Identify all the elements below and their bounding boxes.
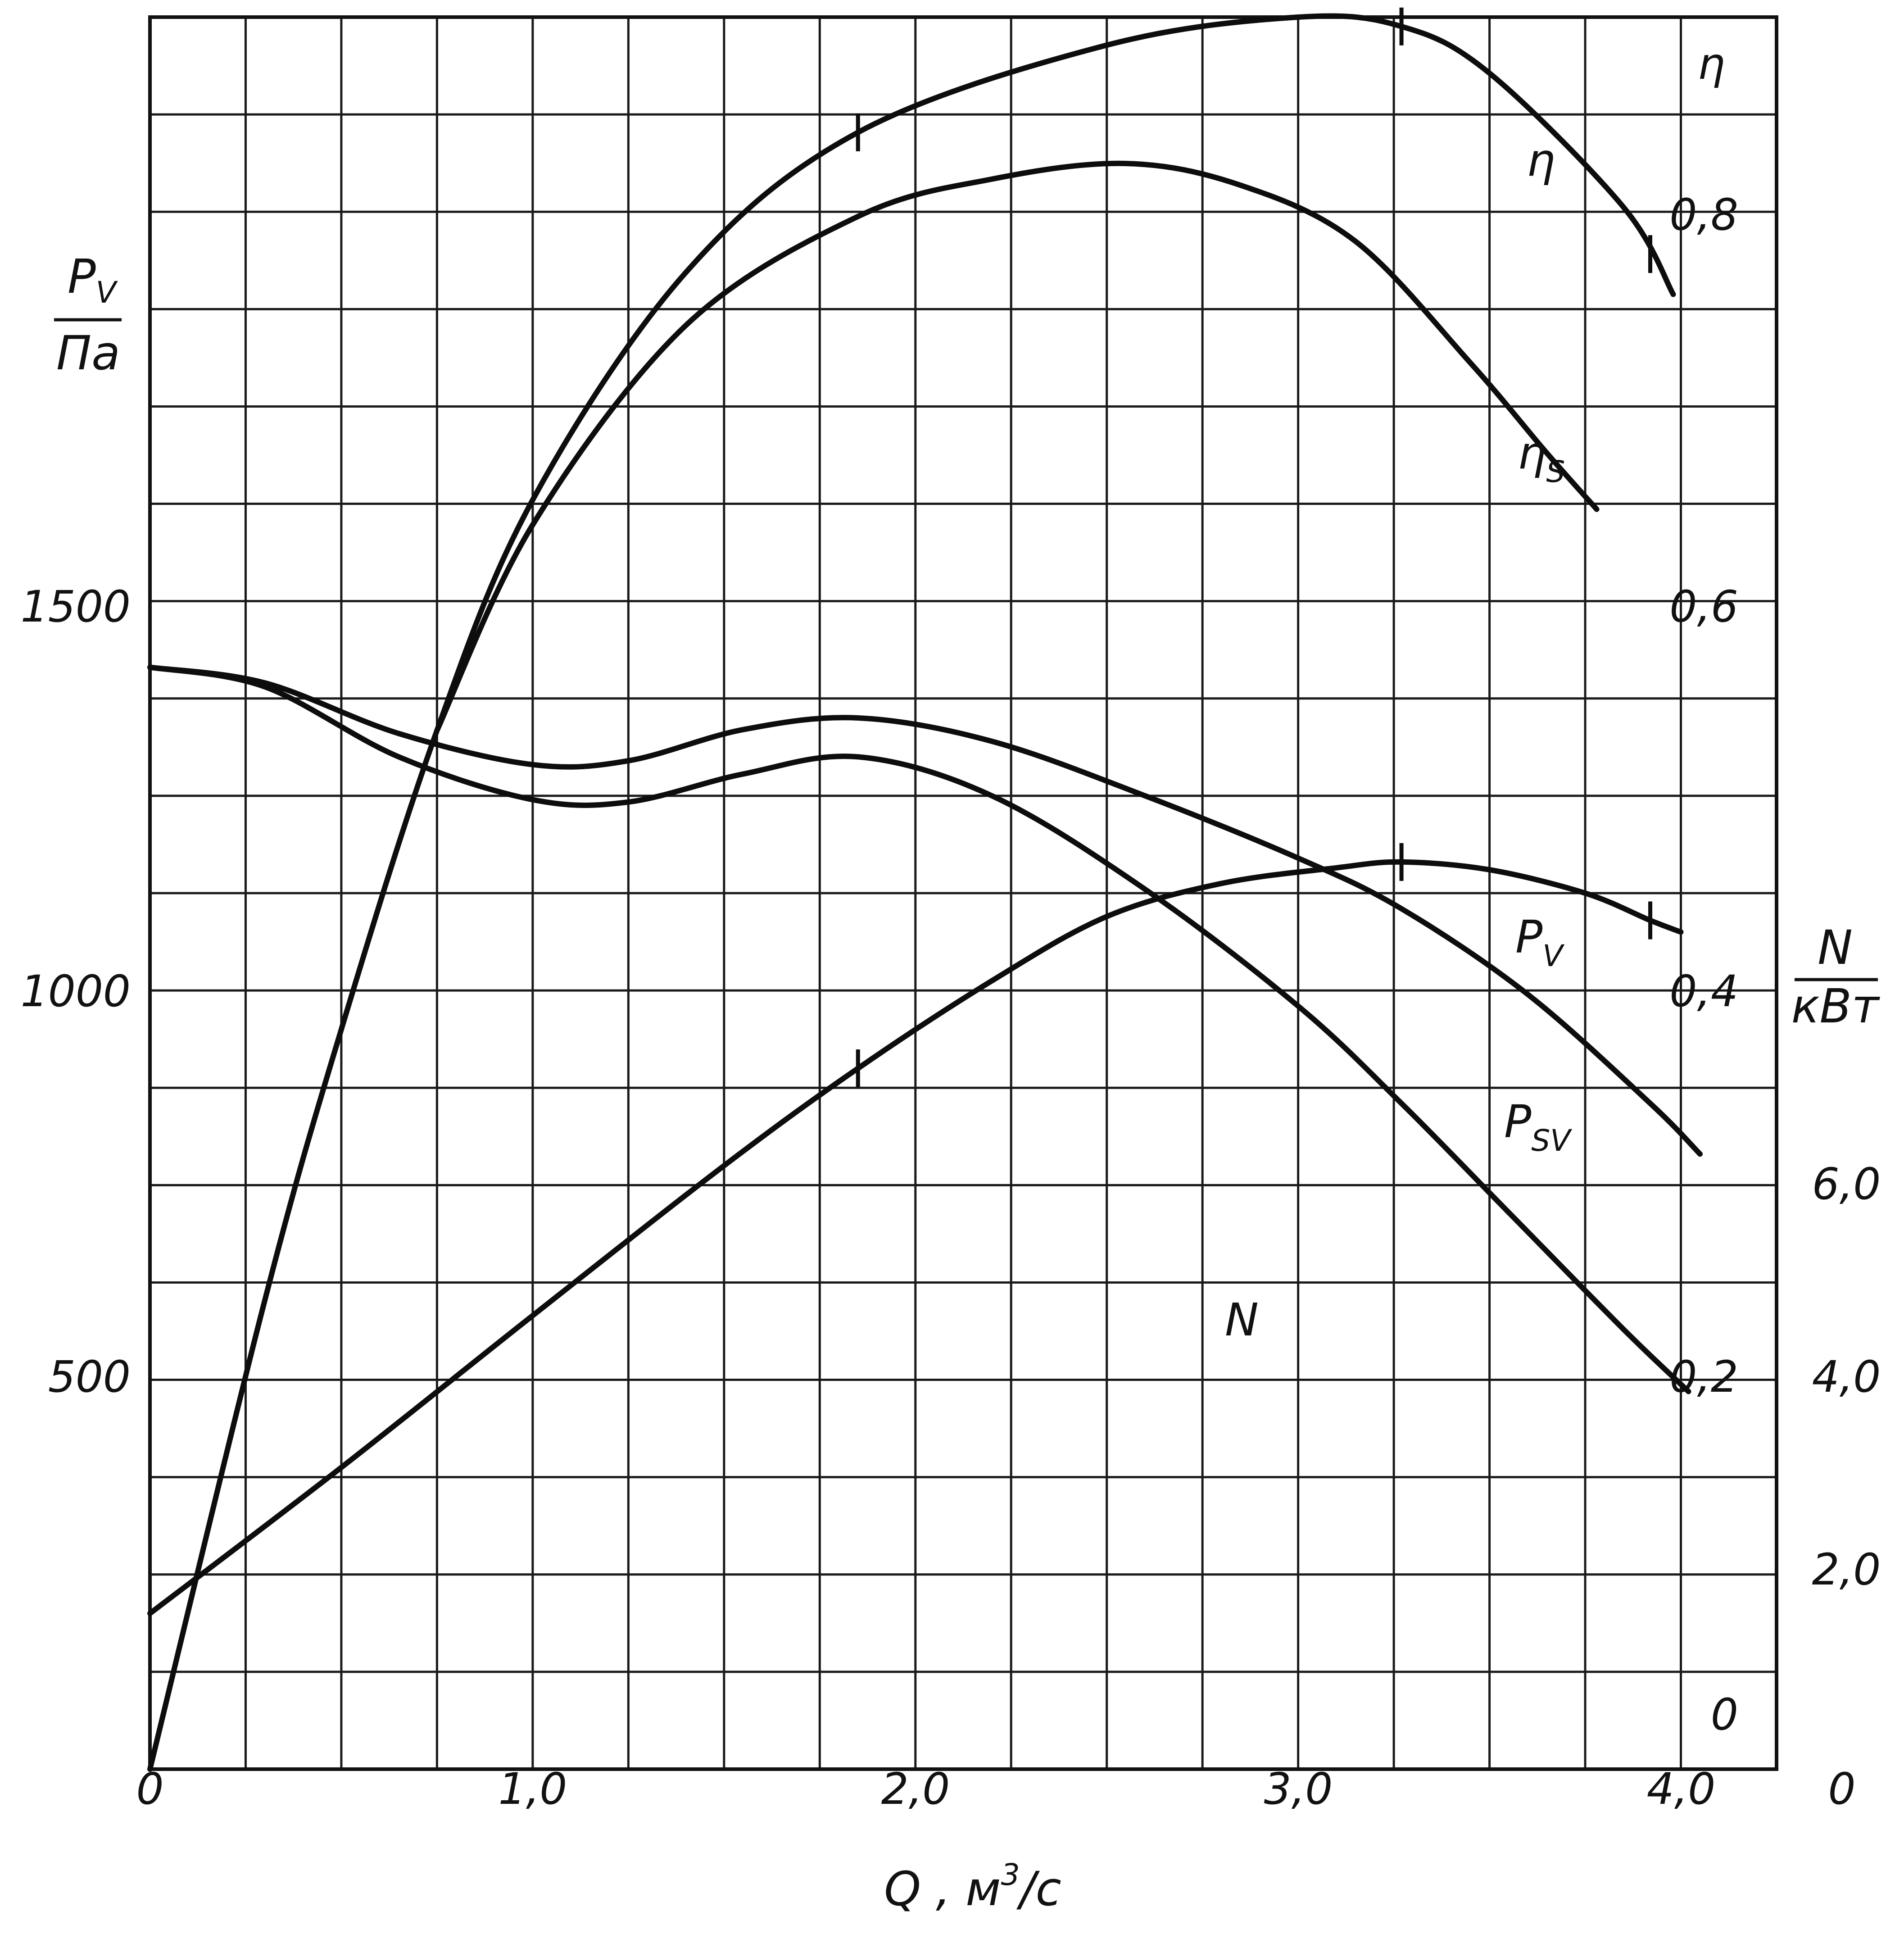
left-axis-tick-labels: 500 1000 1500 xyxy=(21,581,131,1402)
eta-top-label: η xyxy=(1698,39,1725,89)
x-tick-label-0: 0 xyxy=(136,1764,163,1814)
eta-zero-label: 0 xyxy=(1711,1689,1738,1740)
eta-tick-label-0-2: 0,2 xyxy=(1669,1352,1738,1402)
n-axis-denominator: кВт xyxy=(1791,979,1881,1034)
n-tick-label-2-0: 2,0 xyxy=(1812,1544,1881,1595)
x-tick-label-2-0: 2,0 xyxy=(881,1764,950,1814)
y-tick-label-1500: 1500 xyxy=(21,581,131,632)
pv-axis-numerator: PV xyxy=(68,249,118,310)
n-zero-label: 0 xyxy=(1828,1764,1855,1814)
n-axis-tick-labels: 6,0 4,0 2,0 0 xyxy=(1812,1159,1881,1814)
eta-curve-label: η xyxy=(1527,134,1555,186)
grid-lines xyxy=(150,17,1777,1769)
x-tick-label-1-0: 1,0 xyxy=(499,1764,567,1814)
eta-s-curve-label: ηS xyxy=(1518,427,1565,489)
y-tick-label-500: 500 xyxy=(48,1352,131,1402)
series-line-n xyxy=(147,859,1684,1616)
eta-tick-label-0-6: 0,6 xyxy=(1669,581,1738,632)
pv-curve-label: PV xyxy=(1515,911,1564,973)
eta-axis-tick-labels: η 0,8 0,6 0,4 0,2 0 xyxy=(1669,39,1738,1740)
eta-tick-label-0-4: 0,4 xyxy=(1669,966,1738,1017)
series-line-pv xyxy=(147,664,1703,1157)
x-axis-title: Q , м3/с xyxy=(884,1857,1061,1916)
curves xyxy=(147,7,1703,1772)
series-line-etas xyxy=(434,160,1600,733)
y-tick-label-1000: 1000 xyxy=(21,966,131,1017)
x-tick-label-3-0: 3,0 xyxy=(1264,1764,1333,1814)
n-curve-label: N xyxy=(1225,1294,1259,1346)
n-tick-label-6-0: 6,0 xyxy=(1812,1159,1881,1209)
x-axis-tick-labels: 0 1,0 2,0 3,0 4,0 xyxy=(136,1764,1715,1814)
eta-tick-label-0-8: 0,8 xyxy=(1669,190,1738,240)
plot-frame xyxy=(148,15,1778,1771)
n-axis-numerator: N xyxy=(1818,920,1853,975)
left-axis-title: PV Па xyxy=(54,249,122,381)
series-line-eta xyxy=(147,13,1676,1772)
n-axis-title: N кВт xyxy=(1791,920,1881,1034)
x-tick-label-4-0: 4,0 xyxy=(1647,1764,1716,1814)
pv-axis-denominator: Па xyxy=(56,326,120,381)
curve-labels: η ηS PV PSV N xyxy=(1225,134,1572,1346)
n-tick-label-4-0: 4,0 xyxy=(1812,1352,1881,1402)
series-line-psv xyxy=(147,664,1691,1394)
psv-curve-label: PSV xyxy=(1504,1095,1572,1158)
